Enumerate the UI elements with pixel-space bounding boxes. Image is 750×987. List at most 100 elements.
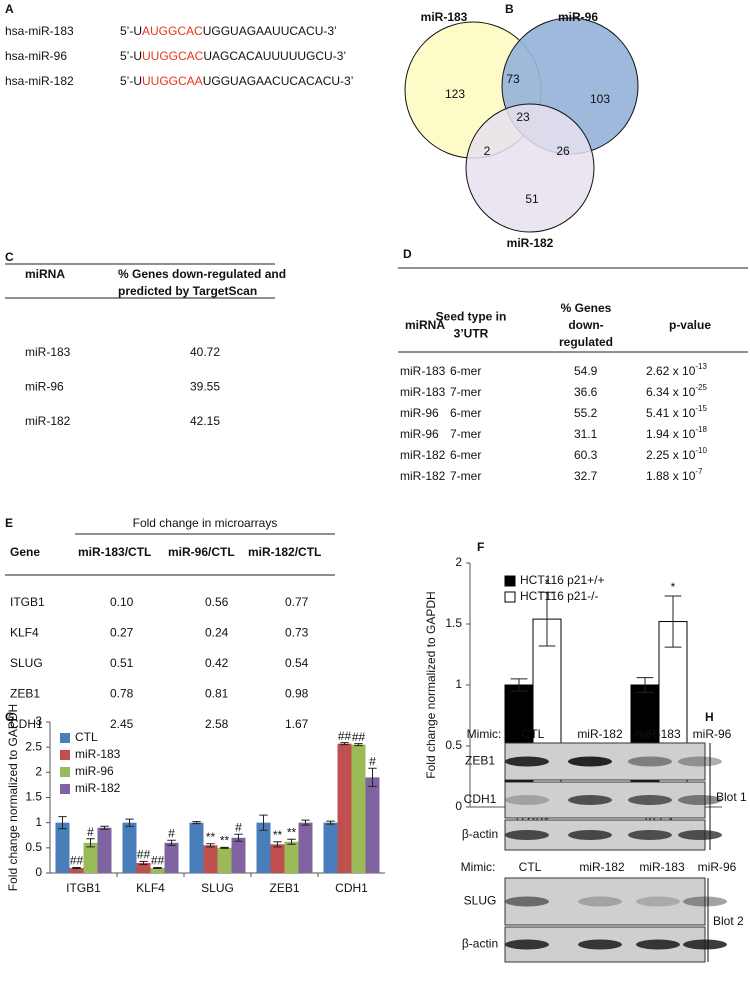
bar xyxy=(97,827,112,873)
table-cell: 6-mer xyxy=(450,448,481,462)
table-header: miR-96/CTL xyxy=(168,545,235,559)
venn-count: 51 xyxy=(525,192,539,206)
venn-set-label: miR-183 xyxy=(421,10,468,24)
table-cell: 7-mer xyxy=(450,427,481,441)
p-value-base: 1.94 x 10 xyxy=(646,427,696,441)
sequence-name: hsa-miR-182 xyxy=(5,74,74,88)
lane-label: miR-96 xyxy=(698,860,737,874)
p-value-exponent: -10 xyxy=(695,446,707,455)
table-cell: ITGB1 xyxy=(10,595,45,609)
venn-count: 123 xyxy=(445,87,465,101)
table-cell: miR-182 xyxy=(400,448,446,462)
table-cell: 0.98 xyxy=(285,687,309,701)
blot-band xyxy=(628,756,672,767)
sequence: 5’-UUUGGCAAUGGUAGAACUCACACU-3’ xyxy=(120,74,353,88)
table-cell: 0.51 xyxy=(110,656,134,670)
lane-label: miR-183 xyxy=(639,860,685,874)
table-cell: miR-183 xyxy=(400,385,446,399)
p-value-base: 5.41 x 10 xyxy=(646,406,696,420)
table-cell: miR-183 xyxy=(25,345,71,359)
table-cell: 7-mer xyxy=(450,469,481,483)
p-value: 1.94 x 10-18 xyxy=(646,425,707,441)
error-bar xyxy=(234,833,243,842)
table-cell: 6-mer xyxy=(450,364,481,378)
blot-band xyxy=(678,756,722,767)
venn-count: 26 xyxy=(556,144,570,158)
lane-label: miR-96 xyxy=(693,727,732,741)
panel-label: F xyxy=(477,540,484,554)
table-cell: 42.15 xyxy=(190,414,220,428)
table-header: miRNA xyxy=(25,267,65,281)
p-value: 1.88 x 10-7 xyxy=(646,467,703,483)
venn-set-label: miR-96 xyxy=(558,10,598,24)
significance-mark: ** xyxy=(287,825,297,839)
significance-mark: * xyxy=(545,576,550,590)
p-value: 2.62 x 10-13 xyxy=(646,362,707,378)
sequence: 5’-UAUGGCACUGGUAGAAUUCACU-3’ xyxy=(120,24,337,38)
y-axis-title: Fold change normalized to GAPDH xyxy=(6,704,20,891)
error-bar xyxy=(139,860,148,865)
table-cell: SLUG xyxy=(10,656,43,670)
table-cell: 0.77 xyxy=(285,595,309,609)
protein-label: ZEB1 xyxy=(465,754,495,768)
p-value: 6.34 x 10-25 xyxy=(646,383,707,399)
table-cell: 0.54 xyxy=(285,656,309,670)
seed: UUGGCAA xyxy=(142,74,203,88)
table-cell: miR-183 xyxy=(400,364,446,378)
protein-label: β-actin xyxy=(462,937,498,951)
error-bar xyxy=(354,743,363,747)
significance-mark: ## xyxy=(151,854,165,868)
bar xyxy=(150,867,165,873)
bar xyxy=(256,822,271,873)
p-value-exponent: -15 xyxy=(695,404,707,413)
protein-label: β-actin xyxy=(462,827,498,841)
blot-band xyxy=(636,896,680,907)
p-value-exponent: -7 xyxy=(695,467,703,476)
table-cell: 2.45 xyxy=(110,717,134,731)
sequence: 5’-UUUGGCACUAGCACAUUUUUGCU-3’ xyxy=(120,49,346,63)
sequence-prefix: 5’-U xyxy=(120,49,142,63)
p-value-base: 6.34 x 10 xyxy=(646,385,696,399)
blot-band xyxy=(683,939,727,950)
bar xyxy=(270,844,285,873)
sequence-suffix: UGGUAGAAUUCACU-3’ xyxy=(203,24,337,38)
error-bar xyxy=(206,843,215,848)
bar xyxy=(122,822,137,873)
panel-label: D xyxy=(403,247,412,261)
y-tick-label: 1 xyxy=(35,815,42,829)
error-bar xyxy=(100,825,109,830)
venn-count: 103 xyxy=(590,92,610,106)
error-bar xyxy=(510,678,528,692)
bar xyxy=(189,822,204,873)
bar xyxy=(284,841,299,873)
legend-label: HCT116 p21-/- xyxy=(520,589,598,603)
bar xyxy=(298,822,313,873)
blot-name: Blot 2 xyxy=(713,914,744,928)
significance-mark: ** xyxy=(220,834,230,848)
blot-band xyxy=(578,896,622,907)
legend-label: miR-182 xyxy=(75,781,121,795)
bar xyxy=(323,822,338,873)
venn-count: 2 xyxy=(484,144,491,158)
blot-band xyxy=(636,939,680,950)
table-header: miRNA xyxy=(405,318,445,332)
table-cell: 39.55 xyxy=(190,380,220,394)
table-caption: Fold change in microarrays xyxy=(133,516,278,530)
lane-label: miR-182 xyxy=(579,860,625,874)
panel-label: E xyxy=(5,516,13,530)
error-bar xyxy=(192,821,201,825)
venn-circle xyxy=(465,103,595,233)
p-value: 2.25 x 10-10 xyxy=(646,446,707,462)
error-bar xyxy=(287,838,296,845)
sequence-name: hsa-miR-183 xyxy=(5,24,74,38)
p-value: 5.41 x 10-15 xyxy=(646,404,707,420)
bar xyxy=(69,867,84,873)
legend-swatch xyxy=(504,575,516,587)
blot-band xyxy=(678,830,722,840)
table-cell: 6-mer xyxy=(450,406,481,420)
error-bar xyxy=(636,677,654,693)
blot-band xyxy=(578,939,622,950)
significance-mark: # xyxy=(168,826,175,840)
error-bar xyxy=(58,816,67,830)
error-bar xyxy=(86,838,95,848)
